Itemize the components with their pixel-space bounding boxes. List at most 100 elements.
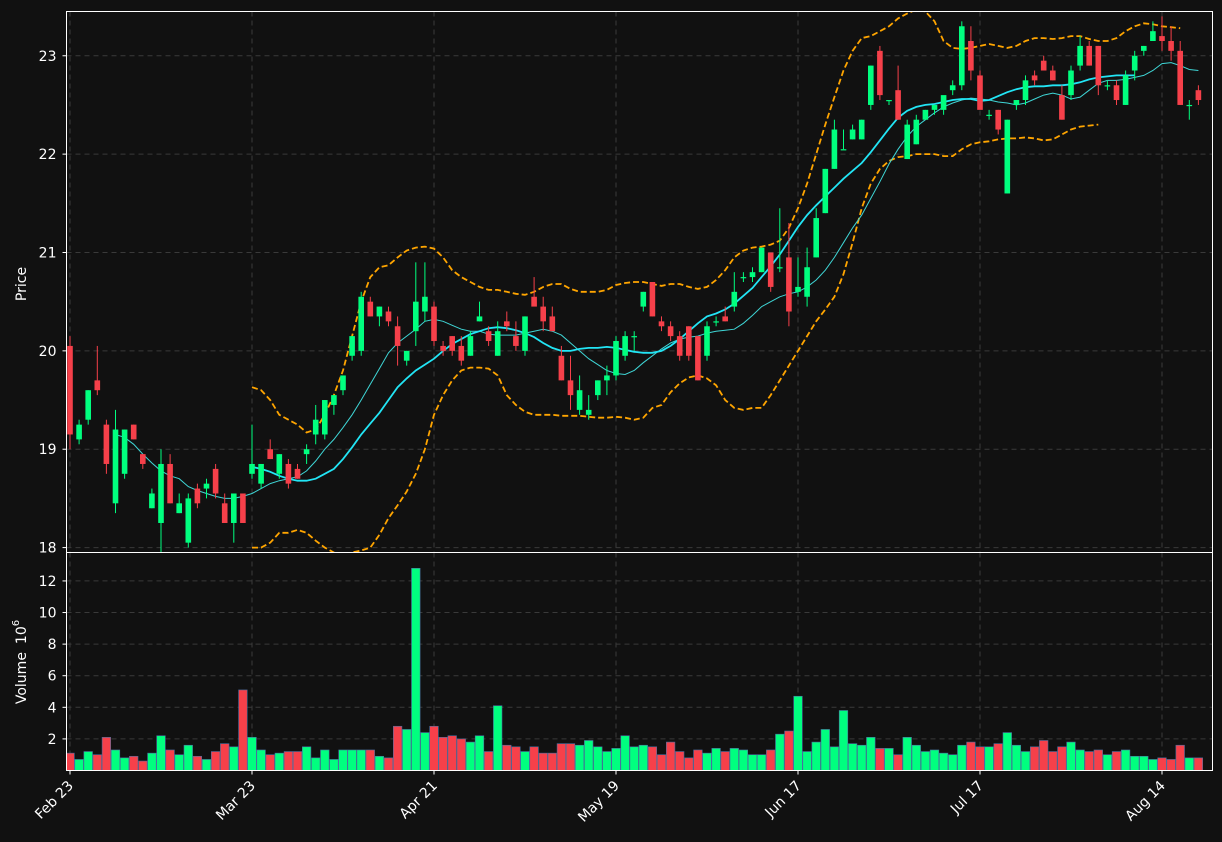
volume-bar — [629, 746, 639, 771]
volume-bar — [911, 744, 921, 771]
candle-body — [667, 326, 674, 337]
volume-bar — [665, 741, 676, 771]
volume-bar — [857, 744, 867, 771]
candle-body — [422, 296, 428, 312]
candle-body — [303, 449, 310, 455]
volume-bar — [784, 730, 794, 771]
volume-bar — [192, 755, 203, 771]
candle-body — [340, 375, 346, 391]
volume-tick-label: 2 — [48, 732, 57, 748]
volume-bar — [693, 749, 703, 771]
volume-bar — [438, 737, 448, 771]
volume-tick-label: 12 — [39, 574, 57, 590]
candle-body — [913, 119, 920, 145]
candle-body — [877, 50, 883, 96]
volume-bar — [402, 729, 412, 771]
volume-bar — [165, 749, 175, 771]
candle-body — [858, 119, 865, 140]
volume-bar — [547, 752, 557, 771]
volume-bar — [684, 757, 694, 771]
candle-body — [931, 104, 938, 110]
volume-bar — [720, 751, 730, 771]
candle-body — [285, 463, 292, 484]
volume-bar — [374, 755, 385, 771]
volume-bar — [1084, 751, 1094, 771]
candle-body — [203, 483, 210, 489]
volume-bar — [174, 754, 184, 771]
candle-body — [940, 95, 947, 110]
candle-body — [385, 311, 392, 322]
candle-body — [476, 316, 483, 322]
volume-bar — [866, 737, 876, 771]
candle-body — [1077, 45, 1083, 66]
volume-bar — [1157, 757, 1167, 771]
volume-bar — [120, 757, 130, 771]
candle-body — [194, 488, 201, 504]
volume-bar — [101, 737, 111, 771]
candle-body — [276, 454, 283, 474]
volume-bar — [584, 740, 594, 771]
candle-body — [1195, 90, 1202, 101]
volume-bar — [83, 751, 93, 771]
candle-body — [449, 336, 455, 351]
candle-body — [722, 316, 728, 322]
volume-bar — [1011, 744, 1021, 771]
candle-body — [777, 267, 783, 269]
volume-bar — [1048, 751, 1058, 771]
candle-body — [804, 267, 810, 297]
volume-bar — [675, 751, 685, 771]
volume-bar — [520, 751, 530, 771]
volume-bar — [966, 741, 976, 771]
candle-body — [649, 282, 656, 317]
candle-body — [795, 286, 801, 292]
candle-body — [112, 429, 119, 504]
candle-body — [1022, 80, 1029, 101]
volume-bar — [92, 754, 102, 771]
candle-body — [813, 218, 819, 258]
volume-bar — [656, 754, 667, 771]
volume-bar — [1148, 759, 1158, 771]
volume-bar — [211, 751, 221, 771]
candle-body — [249, 463, 255, 474]
volume-bar — [847, 743, 858, 771]
volume-bar — [948, 754, 958, 771]
volume-bar — [711, 748, 721, 771]
candle-body — [85, 390, 91, 420]
candle-body — [485, 331, 492, 342]
candle-body — [167, 463, 173, 504]
candle-body — [1122, 75, 1129, 105]
candle-body — [413, 301, 419, 332]
volume-axis-ticks: 2 4 6 8 10 12 — [39, 574, 67, 748]
volume-bar — [938, 752, 949, 771]
candle-body — [294, 468, 301, 479]
volume-bar — [984, 746, 994, 771]
volume-bar — [483, 751, 494, 771]
volume-bar — [311, 757, 321, 771]
candle-body — [158, 463, 164, 523]
volume-bar — [756, 754, 767, 771]
volume-tick-label: 4 — [48, 700, 57, 716]
candle-body — [713, 321, 719, 323]
candle-body — [595, 380, 601, 396]
volume-bar — [265, 754, 275, 771]
volume-bar — [447, 735, 457, 771]
volume-bar — [465, 741, 476, 771]
volume-bar — [1111, 751, 1122, 771]
volume-bar — [110, 749, 121, 771]
volume-tick-label: 6 — [48, 669, 57, 685]
volume-bar — [538, 752, 548, 771]
volume-bar — [493, 705, 503, 771]
candle-body — [1159, 36, 1165, 42]
candle-body — [631, 336, 637, 338]
candle-body — [403, 350, 410, 361]
candle-body — [576, 390, 583, 410]
volume-bar — [329, 759, 339, 771]
volume-bar — [129, 755, 139, 771]
candle-body — [1150, 31, 1156, 42]
volume-bar — [474, 735, 485, 771]
bollinger-upper-line — [251, 11, 1181, 434]
volume-bar — [793, 695, 803, 771]
candle-body — [94, 380, 101, 391]
candle-body — [1168, 41, 1174, 51]
